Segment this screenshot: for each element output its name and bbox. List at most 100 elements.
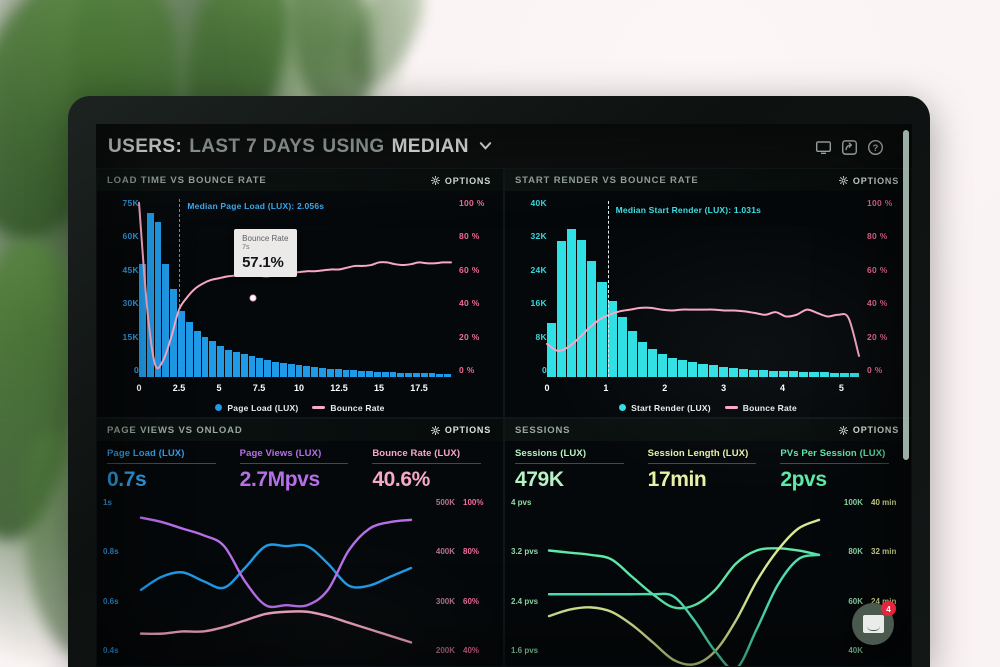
bar[interactable] [627, 331, 637, 377]
axis-tick-label: 20 % [867, 331, 888, 342]
bar[interactable] [728, 367, 738, 377]
bar[interactable] [373, 371, 381, 377]
bar[interactable] [264, 360, 272, 377]
bar[interactable] [748, 369, 758, 377]
metric-card[interactable]: Page Views (LUX) 2.7Mpvs [228, 448, 361, 490]
bar[interactable] [647, 349, 658, 377]
page-scrollbar[interactable] [903, 130, 909, 460]
bar[interactable] [342, 369, 350, 377]
x-axis-tick-label: 4 [779, 382, 785, 393]
bar[interactable] [819, 372, 829, 377]
metric-card[interactable]: Session Length (LUX) 17min [636, 448, 769, 490]
metric-card[interactable]: Bounce Rate (LUX) 40.6% [360, 448, 493, 490]
bar[interactable] [567, 228, 577, 377]
help-icon[interactable]: ? [867, 139, 884, 156]
bar[interactable] [358, 370, 366, 377]
metric-card[interactable]: PVs Per Session (LUX) 2pvs [768, 448, 901, 490]
bar[interactable] [201, 336, 209, 377]
bar[interactable] [758, 370, 769, 377]
options-button[interactable]: OPTIONS [430, 425, 491, 435]
axis-tick-label: 60K [848, 596, 863, 606]
axis-tick-row: 60K 24 min [819, 597, 907, 606]
bar[interactable] [738, 368, 748, 377]
bar[interactable] [849, 373, 859, 377]
bar[interactable] [718, 366, 728, 377]
bar[interactable] [240, 354, 248, 377]
bar[interactable] [303, 366, 311, 377]
bar[interactable] [326, 368, 334, 377]
bar[interactable] [272, 361, 279, 377]
chevron-down-icon[interactable] [478, 138, 493, 156]
options-button[interactable]: OPTIONS [838, 425, 899, 435]
bar[interactable] [698, 364, 708, 377]
bar[interactable] [170, 288, 178, 377]
bar[interactable] [193, 330, 201, 377]
bar[interactable] [577, 240, 587, 377]
bar[interactable] [319, 367, 326, 377]
bar[interactable] [139, 264, 146, 377]
bar[interactable] [311, 367, 319, 377]
share-icon[interactable] [841, 139, 858, 156]
bar[interactable] [146, 212, 154, 377]
metric-label: Bounce Rate (LUX) [372, 447, 461, 459]
bar[interactable] [389, 372, 397, 377]
legend-item[interactable]: Bounce Rate [724, 403, 797, 413]
bar[interactable] [295, 365, 303, 377]
bar[interactable] [412, 373, 420, 377]
legend-item[interactable]: Start Render (LUX) [619, 403, 711, 413]
bar[interactable] [287, 364, 295, 377]
bar[interactable] [225, 349, 232, 377]
bar[interactable] [334, 369, 342, 377]
bar[interactable] [839, 372, 849, 377]
options-button[interactable]: OPTIONS [838, 176, 899, 186]
bar[interactable] [405, 372, 412, 377]
bar[interactable] [428, 373, 436, 377]
bar[interactable] [366, 371, 373, 377]
bar[interactable] [688, 362, 698, 377]
bar[interactable] [248, 355, 256, 377]
bar[interactable] [809, 372, 819, 377]
title-stat-label[interactable]: MEDIAN [391, 136, 469, 157]
bar[interactable] [668, 357, 678, 377]
bar[interactable] [256, 358, 264, 377]
bar[interactable] [789, 371, 799, 377]
bar[interactable] [597, 282, 607, 377]
bar[interactable] [799, 371, 809, 377]
bar[interactable] [547, 322, 557, 377]
bar[interactable] [154, 222, 162, 377]
metric-card[interactable]: Page Load (LUX) 0.7s [107, 448, 228, 490]
desktop-icon[interactable] [815, 139, 832, 156]
bar[interactable] [178, 310, 185, 377]
bar[interactable] [436, 373, 444, 377]
legend-item[interactable]: Bounce Rate [312, 403, 384, 413]
title-range-label[interactable]: LAST 7 DAYS [189, 136, 316, 157]
bar[interactable] [217, 346, 225, 377]
bar[interactable] [185, 321, 193, 377]
bar[interactable] [209, 341, 217, 377]
bar[interactable] [637, 342, 647, 377]
bar[interactable] [420, 373, 428, 377]
bar[interactable] [279, 362, 287, 377]
bar[interactable] [769, 370, 779, 377]
bar[interactable] [557, 241, 567, 377]
bar[interactable] [829, 372, 839, 377]
bar[interactable] [607, 301, 617, 377]
bar[interactable] [587, 260, 597, 377]
axis-tick-label: 32K [530, 231, 547, 242]
metric-card[interactable]: Sessions (LUX) 479K [515, 448, 636, 490]
bar[interactable] [162, 264, 170, 377]
bar[interactable] [658, 354, 668, 377]
bar[interactable] [381, 372, 389, 377]
bar[interactable] [397, 372, 405, 377]
options-button[interactable]: OPTIONS [430, 176, 491, 186]
chat-widget-button[interactable]: 4 [852, 601, 896, 645]
bar[interactable] [350, 370, 358, 377]
bar[interactable] [678, 360, 688, 377]
page-title[interactable]: USERS: LAST 7 DAYS USING MEDIAN [108, 136, 493, 158]
bar[interactable] [444, 373, 452, 377]
legend-item[interactable]: Page Load (LUX) [215, 403, 298, 413]
bar[interactable] [617, 317, 627, 377]
bar[interactable] [708, 365, 718, 377]
bar[interactable] [779, 370, 789, 377]
bar[interactable] [232, 351, 240, 377]
